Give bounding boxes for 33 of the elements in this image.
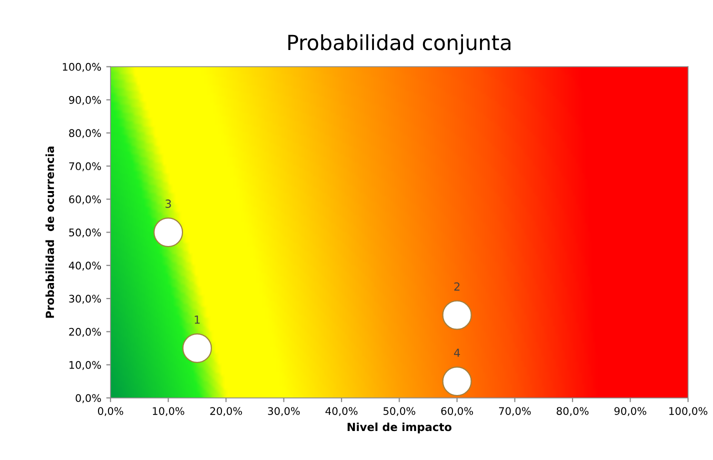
y-tick-label: 80,0% — [69, 129, 101, 138]
x-tick-label: 100,0% — [669, 407, 708, 416]
chart-title: Probabilidad conjunta — [288, 34, 510, 54]
x-tick-label: 60,0% — [441, 407, 474, 416]
annotation: 1 — [194, 316, 200, 324]
y-tick-label: 10,0% — [70, 361, 101, 370]
x-tick-label: 70,0% — [499, 407, 531, 416]
annotation: 3 — [166, 200, 171, 208]
y-axis-title: Probabilidad de ocurrencia — [45, 146, 54, 318]
y-tick-label: 0,0% — [76, 394, 101, 404]
y-tick-label: 50,0% — [69, 228, 101, 238]
point — [442, 300, 472, 330]
y-tick-label: 30,0% — [69, 294, 101, 304]
y-tick-label: 100,0% — [62, 62, 101, 72]
point — [182, 333, 212, 364]
y-tick-label: 70,0% — [69, 162, 101, 172]
x-tick-label: 0,0% — [98, 407, 124, 416]
y-tick-label: 90,0% — [69, 96, 101, 105]
x-axis-title: Nivel de impacto — [348, 422, 452, 434]
y-tick-label: 40,0% — [68, 262, 101, 271]
y-tick-label: 20,0% — [69, 328, 101, 337]
x-tick-label: 10,0% — [152, 407, 184, 416]
x-tick-label: 80,0% — [556, 407, 589, 416]
point — [153, 218, 184, 248]
point — [442, 366, 472, 396]
x-tick-label: 40,0% — [325, 407, 358, 416]
x-tick-label: 20,0% — [210, 407, 242, 416]
y-tick-label: 60,0% — [69, 195, 101, 204]
x-tick-label: 50,0% — [384, 407, 416, 416]
x-tick-label: 30,0% — [268, 407, 300, 416]
x-tick-label: 90,0% — [614, 407, 646, 416]
annotation: 4 — [454, 348, 460, 357]
annotation: 2 — [454, 282, 460, 291]
